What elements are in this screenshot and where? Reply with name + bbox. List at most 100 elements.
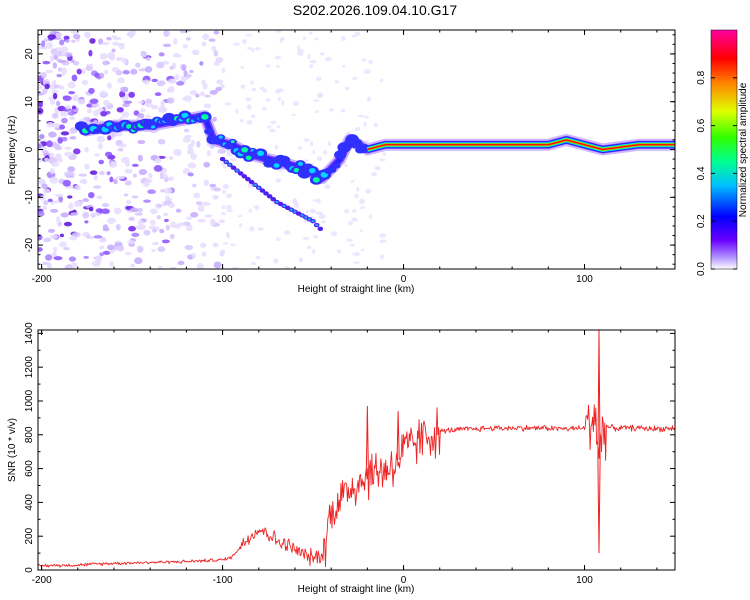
noise-blob <box>46 140 53 148</box>
snr-spike <box>597 330 601 461</box>
noise-blob <box>281 100 285 106</box>
noise-blob <box>38 107 44 115</box>
noise-blob <box>73 33 81 40</box>
noise-blob <box>52 141 58 148</box>
noise-blob <box>277 88 284 92</box>
noise-blob <box>217 148 226 154</box>
noise-blob <box>118 42 125 50</box>
noise-blob <box>116 107 124 113</box>
colorbar-tick-label: 0.4 <box>696 166 707 180</box>
branch-core <box>304 216 308 219</box>
noise-blob <box>38 143 42 149</box>
noise-blob <box>213 261 222 269</box>
noise-blob <box>127 239 135 245</box>
noise-blob <box>368 214 373 219</box>
noise-blob <box>312 235 319 239</box>
noise-blob <box>117 245 124 252</box>
noise-blob <box>118 143 127 148</box>
noise-blob <box>213 30 220 35</box>
noise-blob <box>44 157 50 162</box>
noise-blob <box>38 100 43 108</box>
noise-blob <box>316 156 323 161</box>
noise-blob <box>62 179 71 187</box>
noise-blob <box>216 79 224 85</box>
noise-blob <box>157 139 166 145</box>
noise-blob <box>84 163 90 170</box>
x-tick-label: 100 <box>576 575 593 586</box>
noise-blob <box>274 55 281 60</box>
noise-blob <box>47 228 56 233</box>
noise-blob <box>71 105 77 110</box>
colorbar: 0.0 0.2 0.4 0.6 0.8 Normalized spectral ampl… <box>696 29 749 276</box>
noise-blob <box>107 244 115 251</box>
noise-blob <box>93 185 102 189</box>
noise-blob <box>40 71 47 79</box>
noise-blob <box>154 158 162 164</box>
noise-blob <box>235 108 239 114</box>
noise-blob <box>182 168 191 175</box>
y-tick-label: 1000 <box>24 389 35 412</box>
noise-blob <box>185 73 192 78</box>
noise-blob <box>202 33 210 40</box>
noise-blob <box>163 212 169 217</box>
noise-blob <box>53 246 58 253</box>
noise-blob <box>357 114 365 118</box>
noise-blob <box>50 162 60 167</box>
noise-blob <box>70 30 78 35</box>
noise-blob <box>209 89 218 95</box>
noise-blob <box>351 217 358 222</box>
y-tick-label: 600 <box>24 460 35 477</box>
noise-blob <box>382 152 386 156</box>
noise-blob <box>312 199 317 202</box>
noise-blob <box>91 260 101 267</box>
noise-blob <box>231 266 239 269</box>
noise-blob <box>199 61 204 66</box>
noise-blob <box>275 65 280 68</box>
noise-blob <box>82 198 89 203</box>
noise-blob <box>184 134 192 139</box>
noise-blob <box>191 49 200 56</box>
noise-blob <box>55 157 64 163</box>
noise-blob <box>92 212 101 217</box>
noise-blob <box>356 186 360 192</box>
noise-blob <box>122 102 130 108</box>
noise-blob <box>54 193 64 198</box>
noise-blob <box>68 202 74 210</box>
noise-blob <box>193 192 201 199</box>
noise-blob <box>57 137 63 144</box>
noise-blob <box>48 131 57 138</box>
y-tick-label: 1200 <box>24 356 35 379</box>
noise-blob <box>103 61 108 66</box>
noise-blob <box>150 104 159 110</box>
branch-blob <box>317 226 324 232</box>
branch-core <box>293 210 297 213</box>
branch-blob <box>241 174 248 179</box>
noise-blob <box>309 64 314 69</box>
noise-blob <box>251 47 255 53</box>
noise-blob <box>233 42 241 46</box>
noise-blob <box>190 212 199 218</box>
noise-blob <box>354 31 360 37</box>
noise-blob <box>109 176 114 183</box>
noise-blob <box>177 260 185 266</box>
noise-blob <box>297 48 304 53</box>
branch-core <box>235 169 239 172</box>
noise-blob <box>156 215 161 220</box>
noise-blob <box>211 46 217 52</box>
noise-blob <box>159 172 164 180</box>
noise-blob <box>84 220 89 224</box>
noise-blob <box>88 235 95 240</box>
noise-blob <box>298 257 304 263</box>
noise-blob <box>248 208 252 213</box>
noise-blob <box>65 264 73 269</box>
snr-spike <box>396 411 400 460</box>
noise-blob <box>267 125 272 129</box>
noise-blob <box>123 100 133 104</box>
noise-blob <box>222 165 227 169</box>
noise-blob <box>349 243 355 247</box>
noise-blob <box>208 38 216 42</box>
noise-blob <box>143 79 150 85</box>
noise-blob <box>215 86 222 92</box>
noise-blob <box>77 98 86 105</box>
noise-blob <box>111 161 117 167</box>
